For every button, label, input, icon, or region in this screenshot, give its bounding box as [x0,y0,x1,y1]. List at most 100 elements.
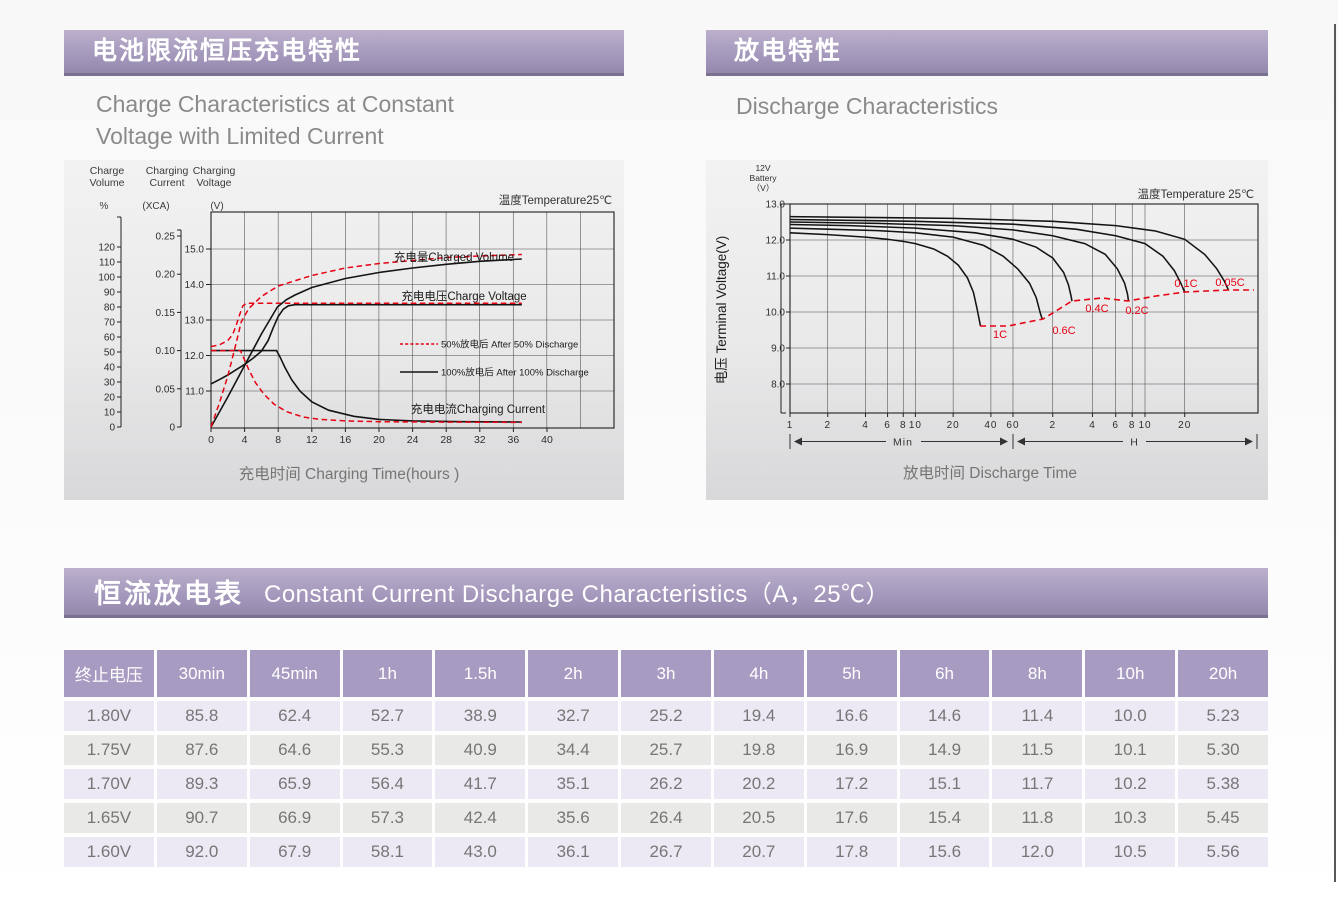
row-label: 1.60V [64,837,154,867]
volume-tick-label: 110 [99,258,115,269]
inplot-label: 充电量Charged Volume [394,250,514,264]
hour-range-label: H [1130,437,1138,449]
x-tick-label: 24 [407,434,419,446]
volume-tick-label: 0 [109,423,115,434]
volume-tick-label: 80 [104,303,116,314]
discharge-subtitle: Discharge Characteristics [736,93,999,119]
table-cell: 10.2 [1085,769,1176,799]
x-tick-label: 40 [541,434,553,446]
table-cell: 87.6 [156,735,247,765]
discharge-section-subtitle: Discharge Characteristics [736,90,998,122]
x-tick-label: 36 [508,434,520,446]
curve-I [211,349,522,424]
table-cell: 11.7 [992,769,1083,799]
table-cell: 11.8 [992,803,1083,833]
charge-chart-panel: 0 10 20 30 40 50 60 70 80 90 100 110 120 0 0.05 0.10 0.1… [64,160,624,500]
table-cell: 66.9 [249,803,340,833]
table-cell: 26.2 [621,769,711,799]
table-cell: 20.5 [713,803,804,833]
discharge-curve-0.1C [789,218,1186,293]
table-cell: 26.4 [621,803,711,833]
axis-header: Charge [90,165,125,177]
discharge-curve-1C [789,232,982,326]
x-tick-label: 32 [474,434,486,446]
legend-label: 50%放电后 After 50% Discharge [441,339,578,351]
x-tick-label-hour: 20 [1178,420,1191,431]
current-tick-label: 0.20 [156,270,176,281]
volume-tick-label: 90 [104,288,116,299]
axis-header: Charging [146,165,189,177]
table-cell: 41.7 [435,769,526,799]
charge-section-title-zh: 电池限流恒压充电特性 [92,37,363,65]
axis-header: Charging [193,165,236,177]
current-tick-label: 0.10 [156,346,176,357]
y-tick-label: 8.0 [771,380,785,391]
table-cell: 25.2 [621,701,711,731]
table-title-zh: 恒流放电表 [94,579,244,609]
col-header: 3h [621,650,711,697]
table-cell: 20.7 [713,837,804,867]
curve-I [211,349,522,423]
x-axis-title: 充电时间 Charging Time(hours ) [239,465,460,483]
table-cell: 15.4 [899,803,990,833]
arrowhead-left [794,437,802,446]
axis-header: Current [149,177,184,189]
arrowhead-left [1017,437,1025,446]
rate-label: 0.6C [1052,325,1075,337]
curve-V [210,303,522,385]
voltage-tick-label: 13.0 [185,316,205,327]
volume-tick-label: 120 [98,243,115,254]
discharge-curve-0.4C [789,223,1073,302]
table-cell: 17.6 [806,803,897,833]
table-cell: 35.1 [528,769,619,799]
table-cell: 12.0 [992,837,1083,867]
table-cell: 17.2 [806,769,897,799]
axis-header: Volume [89,177,124,189]
row-label: 1.70V [64,769,154,799]
table-cell: 10.5 [1085,837,1176,867]
col-header: 2h [528,650,619,697]
x-tick-label-min: 2 [824,420,831,431]
voltage-tick-label: 15.0 [185,245,205,256]
x-tick-label: 20 [373,434,385,446]
row-label: 1.75V [64,735,154,765]
x-tick-label-hour: 8 [1129,420,1136,431]
x-tick-label-hour: 10 [1138,420,1151,431]
table-cell: 19.8 [713,735,804,765]
table-cell: 56.4 [342,769,433,799]
table-cell: 14.9 [899,735,990,765]
col-header: 45min [249,650,340,697]
discharge-chart: 13.012.011.010.09.08.01 2 4 6 8 10 20 40 60 2 4 6 8 1… [714,163,1259,482]
rate-label: 0.2C [1125,305,1148,317]
page-edge-line [1334,24,1336,882]
x-tick-label: 4 [242,434,248,446]
charge-chart: 010203040506070809010011012000.050.100.1… [89,165,615,483]
y-tick-label: 13.0 [766,200,786,211]
x-tick-label: 16 [340,434,352,446]
min-range-label: Min [893,437,913,449]
x-tick-label-min: 6 [884,420,891,431]
volume-tick-label: 40 [104,363,116,374]
table-cell: 34.4 [528,735,619,765]
current-tick-label: 0 [169,423,175,434]
row-label: 1.80V [64,701,154,731]
table-cell: 26.7 [621,837,711,867]
table-cell: 20.2 [713,769,804,799]
x-tick-label-min: 4 [862,420,869,431]
table-cell: 36.1 [528,837,619,867]
curve-P [210,253,522,428]
current-tick-label: 0.25 [156,232,176,243]
table-cell: 10.3 [1085,803,1176,833]
col-header: 20h [1178,650,1268,697]
table-cell: 85.8 [156,701,247,731]
col-header: 30min [156,650,247,697]
col-header: 6h [899,650,990,697]
table-cell: 38.9 [435,701,526,731]
row-label: 1.65V [64,803,154,833]
battery-corner-label: 12V [755,163,770,173]
y-tick-label: 9.0 [771,344,785,355]
table-cell: 65.9 [249,769,340,799]
legend-label: 100%放电后 After 100% Discharge [441,367,589,379]
arrowhead-right [1000,437,1008,446]
